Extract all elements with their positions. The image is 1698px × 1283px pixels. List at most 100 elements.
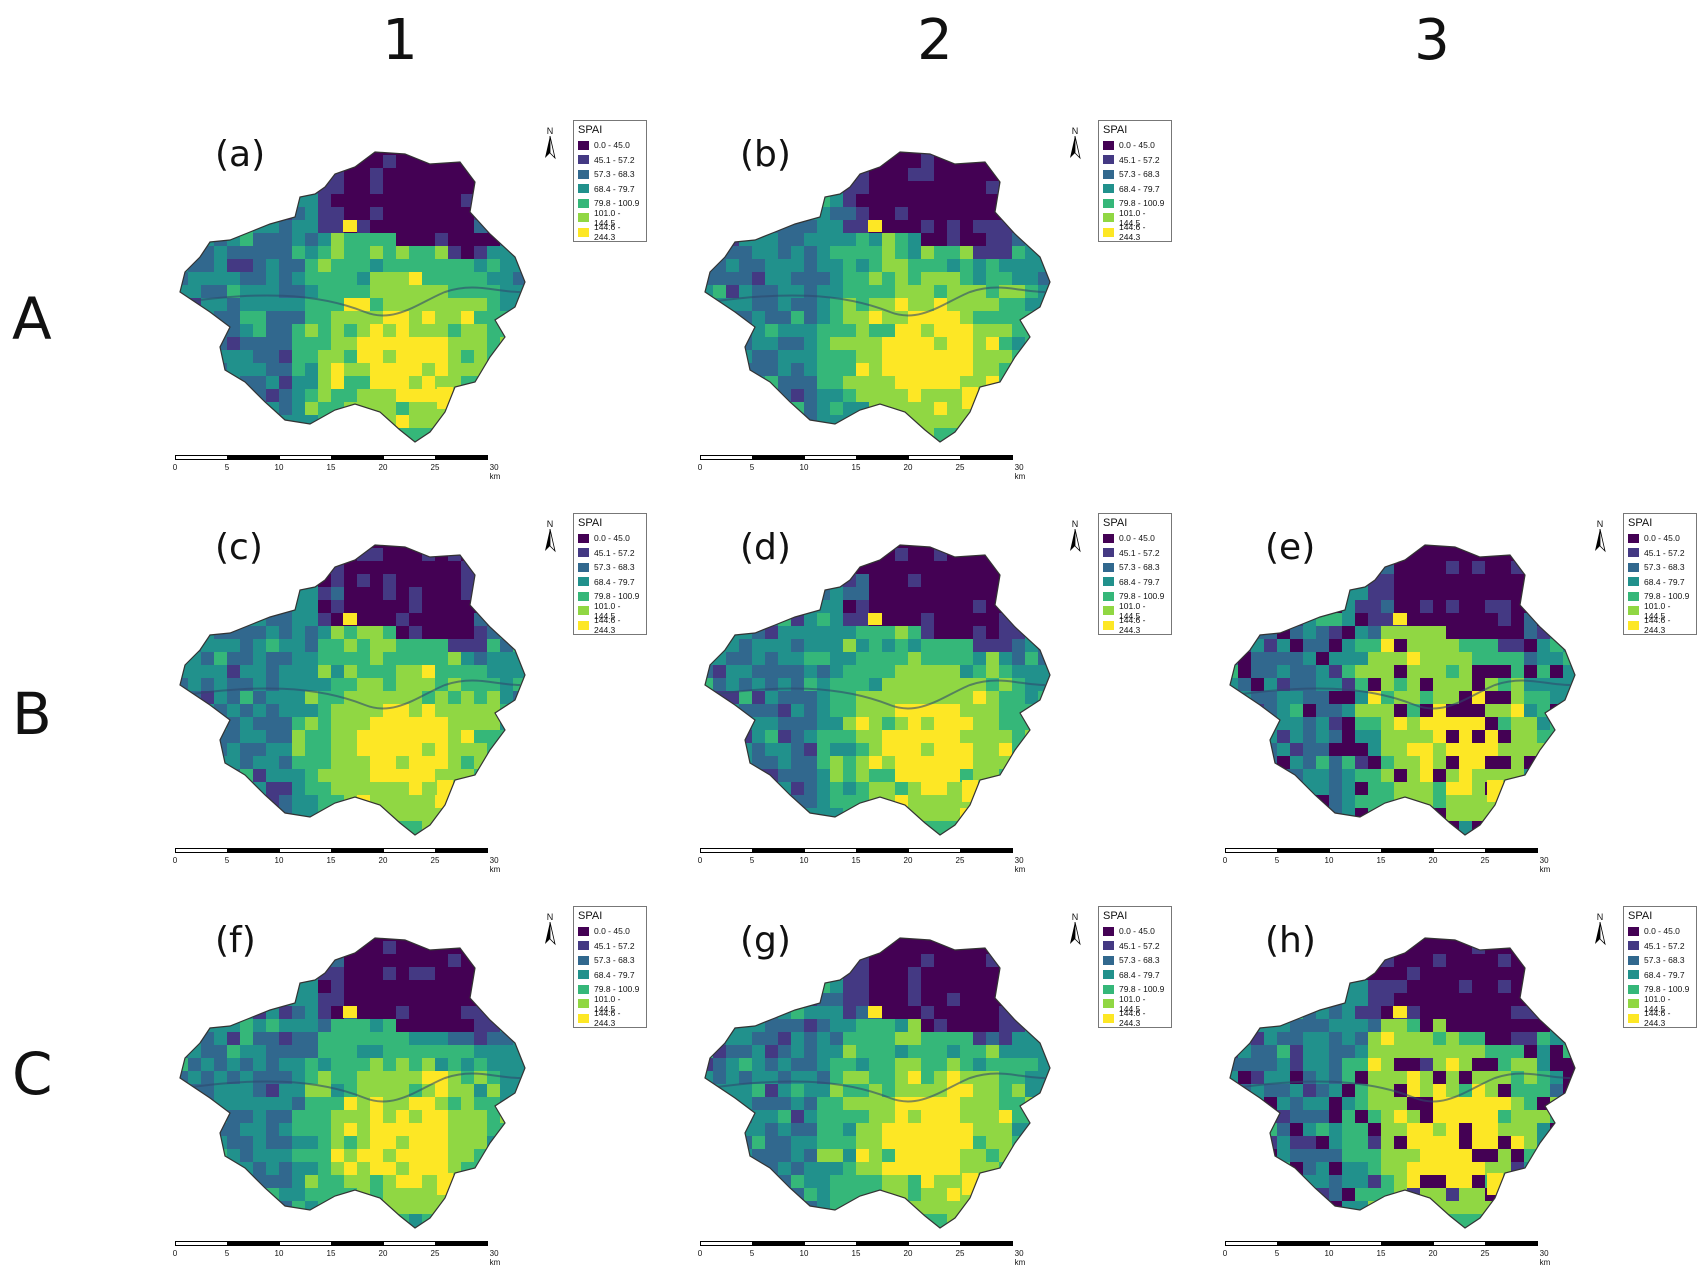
legend-swatch xyxy=(1628,941,1639,950)
scale-bar-segment xyxy=(1329,1241,1382,1246)
panel-label: (d) xyxy=(740,527,791,568)
legend-swatch xyxy=(578,941,589,950)
north-arrow-label: N xyxy=(1068,519,1082,529)
scale-bar-segment xyxy=(700,455,753,460)
legend-label: 45.1 - 57.2 xyxy=(1119,941,1160,951)
legend-label: 144.6 - 244.3 xyxy=(1644,615,1692,635)
legend-item: 45.1 - 57.2 xyxy=(578,546,642,561)
legend-label: 68.4 - 79.7 xyxy=(1119,184,1160,194)
legend-label: 144.6 - 244.3 xyxy=(594,222,642,242)
legend-item: 68.4 - 79.7 xyxy=(578,968,642,983)
legend-item: 0.0 - 45.0 xyxy=(1103,924,1167,939)
legend-item: 45.1 - 57.2 xyxy=(1628,546,1692,561)
legend-label: 45.1 - 57.2 xyxy=(1119,548,1160,558)
legend-label: 57.3 - 68.3 xyxy=(1644,955,1685,965)
north-arrow-label: N xyxy=(543,912,557,922)
panel-label: (c) xyxy=(215,527,263,568)
legend-swatch xyxy=(578,985,589,994)
scale-bar-segment xyxy=(227,1241,280,1246)
scale-bar-tick: 5 xyxy=(1275,1249,1279,1258)
legend-item: 45.1 - 57.2 xyxy=(1103,153,1167,168)
legend-title: SPAI xyxy=(578,910,642,922)
legend-label: 45.1 - 57.2 xyxy=(594,941,635,951)
scale-bar-segment xyxy=(331,455,384,460)
legend-swatch xyxy=(1628,956,1639,965)
row-header-c: C xyxy=(12,1040,53,1108)
legend-label: 68.4 - 79.7 xyxy=(1119,970,1160,980)
legend-label: 57.3 - 68.3 xyxy=(1119,955,1160,965)
scale-bar-segment xyxy=(856,1241,909,1246)
scale-bar-segment xyxy=(175,1241,228,1246)
legend-label: 144.6 - 244.3 xyxy=(1644,1008,1692,1028)
column-header-1: 1 xyxy=(360,8,440,73)
legend-label: 57.3 - 68.3 xyxy=(594,169,635,179)
legend-swatch xyxy=(1103,199,1114,208)
scale-bar-tick: 20 xyxy=(379,1249,388,1258)
legend-label: 79.8 - 100.9 xyxy=(1119,984,1164,994)
scale-bar-tick: 15 xyxy=(327,856,336,865)
legend-swatch xyxy=(1103,141,1114,150)
north-arrow-label: N xyxy=(543,519,557,529)
legend-label: 45.1 - 57.2 xyxy=(594,548,635,558)
legend-item: 57.3 - 68.3 xyxy=(1103,953,1167,968)
panel-label: (f) xyxy=(215,920,256,961)
choropleth-map xyxy=(700,535,1090,845)
legend-swatch xyxy=(1103,563,1114,572)
scale-bar-tick: 30 km xyxy=(1015,1249,1026,1267)
scale-bar-tick: 10 xyxy=(800,1249,809,1258)
legend-label: 79.8 - 100.9 xyxy=(594,198,639,208)
scale-bar-tick: 20 xyxy=(379,463,388,472)
scale-bar-tick: 5 xyxy=(225,463,229,472)
scale-bar-segment xyxy=(1225,848,1278,853)
legend-item: 0.0 - 45.0 xyxy=(578,924,642,939)
legend-swatch xyxy=(1103,548,1114,557)
legend-label: 57.3 - 68.3 xyxy=(1119,169,1160,179)
scale-bar-tick: 25 xyxy=(431,463,440,472)
scale-bar-segment xyxy=(383,455,436,460)
scale-bar-segment xyxy=(279,1241,332,1246)
legend-label: 144.6 - 244.3 xyxy=(1119,615,1167,635)
legend-title: SPAI xyxy=(578,517,642,529)
north-arrow-label: N xyxy=(1068,126,1082,136)
scale-bar-tick: 5 xyxy=(225,856,229,865)
legend-item: 57.3 - 68.3 xyxy=(1103,167,1167,182)
scale-bar-segment xyxy=(700,848,753,853)
panel-label: (b) xyxy=(740,134,791,175)
scale-bar-segment xyxy=(908,1241,961,1246)
scale-bar-segment xyxy=(279,455,332,460)
scale-bar-tick: 30 km xyxy=(490,1249,501,1267)
scale-bar-segment xyxy=(856,455,909,460)
legend-item: 144.6 - 244.3 xyxy=(578,225,642,240)
legend-swatch xyxy=(1628,592,1639,601)
scale-bar-tick: 5 xyxy=(1275,856,1279,865)
legend-swatch xyxy=(578,141,589,150)
legend-label: 45.1 - 57.2 xyxy=(594,155,635,165)
scale-bar-segment xyxy=(383,1241,436,1246)
legend-swatch xyxy=(578,999,589,1008)
legend-title: SPAI xyxy=(578,124,642,136)
scale-bar-tick: 15 xyxy=(852,1249,861,1258)
scale-bar-tick: 10 xyxy=(1325,856,1334,865)
legend-title: SPAI xyxy=(1103,124,1167,136)
scale-bar-segment xyxy=(1433,1241,1486,1246)
legend-label: 144.6 - 244.3 xyxy=(594,1008,642,1028)
panel-label: (h) xyxy=(1265,920,1316,961)
legend-label: 45.1 - 57.2 xyxy=(1644,941,1685,951)
scale-bar-tick: 5 xyxy=(750,856,754,865)
scale-bar-tick: 20 xyxy=(1429,1249,1438,1258)
scale-bar-tick: 10 xyxy=(800,463,809,472)
panel-label: (a) xyxy=(215,134,265,175)
scale-bar-segment xyxy=(175,455,228,460)
scale-bar-tick: 30 km xyxy=(490,463,501,481)
legend-swatch xyxy=(1628,563,1639,572)
legend-label: 0.0 - 45.0 xyxy=(1119,140,1155,150)
scale-bar-tick: 0 xyxy=(173,856,177,865)
legend-item: 68.4 - 79.7 xyxy=(1103,182,1167,197)
